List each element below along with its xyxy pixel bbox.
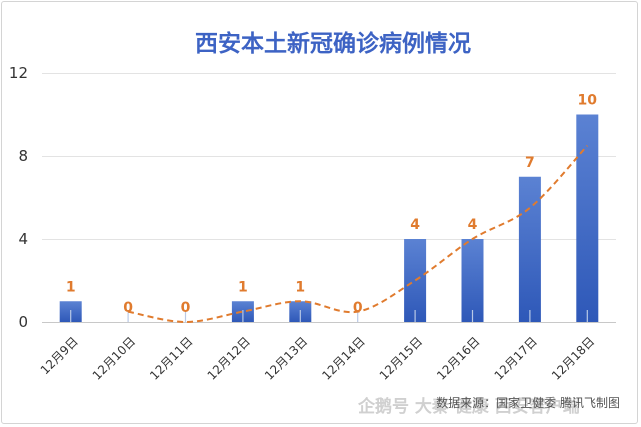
watermark: 企鹅号 大秦 健康 西安客户端 [357, 396, 580, 417]
source-credit: 数据来源：国家卫健委 腾讯飞制图 [436, 395, 620, 410]
data-label: 1 [66, 279, 76, 295]
x-tick-label: 12月18日 [549, 334, 597, 382]
bar [404, 239, 427, 322]
data-label: 1 [295, 279, 305, 295]
chart-title: 西安本土新冠确诊病例情况 [195, 30, 471, 57]
bar [461, 239, 484, 322]
y-tick-label: 12 [9, 64, 28, 82]
data-label: 7 [525, 155, 535, 171]
x-tick-label: 12月16日 [434, 334, 482, 382]
x-tick-label: 12月14日 [319, 334, 367, 382]
x-tick-label: 12月10日 [90, 334, 138, 382]
data-label: 4 [468, 217, 478, 233]
x-tick-label: 12月9日 [38, 334, 81, 377]
y-axis-ticks: 0 4 8 12 [9, 64, 28, 331]
x-tick-label: 12月12日 [205, 334, 253, 382]
x-tick-label: 12月11日 [147, 334, 195, 382]
x-axis-labels: 12月9日 12月10日 12月11日 12月12日 12月13日 12月14日 12月15… [38, 334, 598, 382]
x-tick-label: 12月13日 [262, 334, 310, 382]
bar [518, 176, 541, 322]
trendline [127, 144, 589, 324]
y-tick-label: 8 [18, 147, 28, 165]
data-label: 4 [410, 217, 420, 233]
bars [59, 114, 599, 322]
data-label: 1 [238, 279, 248, 295]
data-label: 0 [353, 300, 363, 316]
y-tick-label: 0 [18, 313, 28, 331]
x-tick-label: 12月17日 [492, 334, 540, 382]
bar [576, 114, 599, 322]
data-label: 0 [181, 300, 191, 316]
data-label: 10 [578, 93, 598, 109]
y-tick-label: 4 [18, 230, 28, 248]
data-label: 0 [123, 300, 133, 316]
x-tick-label: 12月15日 [377, 334, 425, 382]
